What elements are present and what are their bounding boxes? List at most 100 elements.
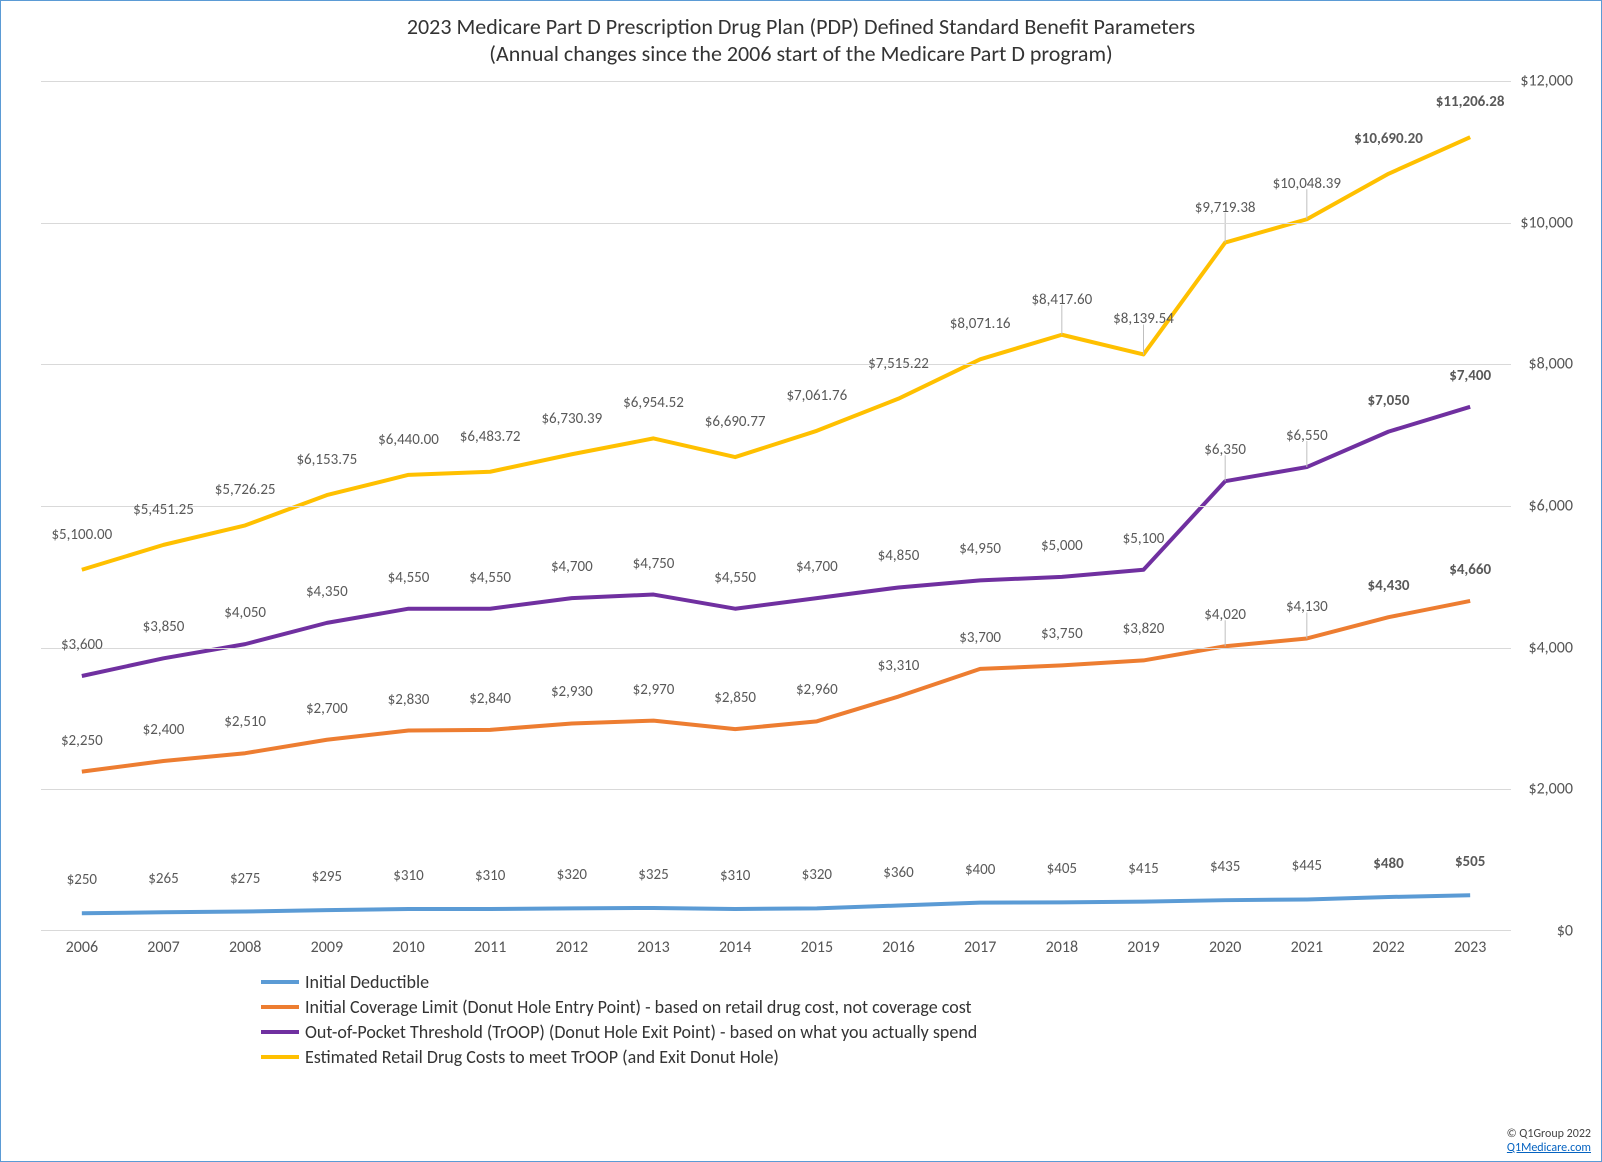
footer: © Q1Group 2022 Q1Medicare.com bbox=[1507, 1127, 1591, 1155]
data-label: $310 bbox=[475, 867, 505, 885]
legend-label: Initial Coverage Limit (Donut Hole Entry… bbox=[305, 996, 972, 1018]
title-line-1: 2023 Medicare Part D Prescription Drug P… bbox=[1, 13, 1601, 40]
data-label: $3,600 bbox=[61, 636, 103, 654]
data-label: $2,840 bbox=[469, 690, 511, 708]
data-label: $6,440.00 bbox=[378, 431, 439, 449]
gridline bbox=[41, 648, 1511, 649]
x-tick-label: 2014 bbox=[719, 938, 751, 957]
legend-swatch bbox=[261, 1055, 299, 1059]
data-label: $415 bbox=[1128, 860, 1158, 878]
series-line bbox=[82, 407, 1470, 676]
data-label: $6,690.77 bbox=[705, 413, 766, 431]
data-label: $445 bbox=[1292, 857, 1322, 875]
gridline bbox=[41, 506, 1511, 507]
legend-swatch bbox=[261, 980, 299, 984]
data-label: $310 bbox=[393, 867, 423, 885]
data-label: $8,139.54 bbox=[1113, 310, 1174, 328]
data-label: $4,020 bbox=[1204, 606, 1246, 624]
x-tick-label: 2017 bbox=[964, 938, 996, 957]
data-label: $4,550 bbox=[714, 569, 756, 587]
legend-label: Initial Deductible bbox=[305, 971, 429, 993]
data-label: $3,310 bbox=[878, 657, 920, 675]
data-label: $3,850 bbox=[143, 618, 185, 636]
data-label: $4,700 bbox=[551, 558, 593, 576]
legend-item: Estimated Retail Drug Costs to meet TrOO… bbox=[261, 1046, 977, 1068]
data-label: $10,690.20 bbox=[1354, 130, 1423, 148]
x-tick-label: 2012 bbox=[556, 938, 588, 957]
title-line-2: (Annual changes since the 2006 start of … bbox=[1, 40, 1601, 67]
series-line bbox=[82, 895, 1470, 913]
data-label: $4,750 bbox=[633, 555, 675, 573]
x-tick-label: 2011 bbox=[474, 938, 506, 957]
data-label: $2,970 bbox=[633, 681, 675, 699]
data-label: $5,100 bbox=[1123, 530, 1165, 548]
data-label: $4,950 bbox=[959, 540, 1001, 558]
y-tick-label: $12,000 bbox=[1520, 72, 1573, 91]
data-label: $4,660 bbox=[1449, 561, 1491, 579]
data-label: $7,050 bbox=[1368, 392, 1410, 410]
data-label: $480 bbox=[1373, 855, 1403, 873]
source-link[interactable]: Q1Medicare.com bbox=[1507, 1141, 1591, 1155]
data-label: $4,850 bbox=[878, 547, 920, 565]
legend-item: Initial Coverage Limit (Donut Hole Entry… bbox=[261, 996, 977, 1018]
plot-area: $0$2,000$4,000$6,000$8,000$10,000$12,000… bbox=[41, 81, 1511, 931]
y-tick-label: $2,000 bbox=[1528, 780, 1573, 799]
gridline bbox=[41, 364, 1511, 365]
data-label: $3,750 bbox=[1041, 625, 1083, 643]
data-label: $2,830 bbox=[388, 691, 430, 709]
data-label: $320 bbox=[557, 866, 587, 884]
series-line bbox=[82, 601, 1470, 772]
data-label: $3,700 bbox=[959, 629, 1001, 647]
data-label: $11,206.28 bbox=[1436, 93, 1505, 111]
data-label: $6,350 bbox=[1204, 441, 1246, 459]
legend-label: Out-of-Pocket Threshold (TrOOP) (Donut H… bbox=[305, 1021, 977, 1043]
x-tick-label: 2022 bbox=[1372, 938, 1404, 957]
x-tick-label: 2006 bbox=[66, 938, 98, 957]
x-tick-label: 2009 bbox=[311, 938, 343, 957]
x-tick-label: 2019 bbox=[1127, 938, 1159, 957]
y-tick-label: $4,000 bbox=[1528, 638, 1573, 657]
x-tick-label: 2021 bbox=[1291, 938, 1323, 957]
data-label: $505 bbox=[1455, 853, 1485, 871]
gridline bbox=[41, 789, 1511, 790]
data-label: $7,400 bbox=[1449, 367, 1491, 385]
series-line bbox=[82, 137, 1470, 570]
x-tick-label: 2010 bbox=[392, 938, 424, 957]
legend-swatch bbox=[261, 1005, 299, 1009]
data-label: $2,930 bbox=[551, 683, 593, 701]
data-label: $4,050 bbox=[224, 604, 266, 622]
data-label: $400 bbox=[965, 861, 995, 879]
data-label: $6,483.72 bbox=[460, 428, 521, 446]
y-tick-label: $8,000 bbox=[1528, 355, 1573, 374]
data-label: $5,000 bbox=[1041, 537, 1083, 555]
data-label: $4,430 bbox=[1368, 577, 1410, 595]
data-label: $325 bbox=[638, 866, 668, 884]
data-label: $2,510 bbox=[224, 713, 266, 731]
chart-frame: 2023 Medicare Part D Prescription Drug P… bbox=[0, 0, 1602, 1162]
data-label: $4,550 bbox=[388, 569, 430, 587]
data-label: $6,153.75 bbox=[296, 451, 357, 469]
data-label: $9,719.38 bbox=[1195, 199, 1256, 217]
data-label: $2,700 bbox=[306, 700, 348, 718]
data-label: $320 bbox=[802, 866, 832, 884]
legend-label: Estimated Retail Drug Costs to meet TrOO… bbox=[305, 1046, 779, 1068]
data-label: $7,515.22 bbox=[868, 355, 929, 373]
data-label: $405 bbox=[1047, 860, 1077, 878]
data-label: $8,417.60 bbox=[1031, 291, 1092, 309]
legend-swatch bbox=[261, 1030, 299, 1034]
y-tick-label: $10,000 bbox=[1520, 213, 1573, 232]
data-label: $435 bbox=[1210, 858, 1240, 876]
data-label: $8,071.16 bbox=[950, 315, 1011, 333]
x-tick-label: 2020 bbox=[1209, 938, 1241, 957]
copyright-text: © Q1Group 2022 bbox=[1507, 1127, 1591, 1141]
data-label: $5,100.00 bbox=[51, 526, 112, 544]
data-label: $2,850 bbox=[714, 689, 756, 707]
x-tick-label: 2013 bbox=[637, 938, 669, 957]
x-tick-label: 2018 bbox=[1046, 938, 1078, 957]
data-label: $6,730.39 bbox=[541, 410, 602, 428]
data-label: $2,250 bbox=[61, 732, 103, 750]
data-label: $310 bbox=[720, 867, 750, 885]
data-label: $3,820 bbox=[1123, 620, 1165, 638]
data-label: $6,954.52 bbox=[623, 394, 684, 412]
data-label: $5,726.25 bbox=[215, 481, 276, 499]
